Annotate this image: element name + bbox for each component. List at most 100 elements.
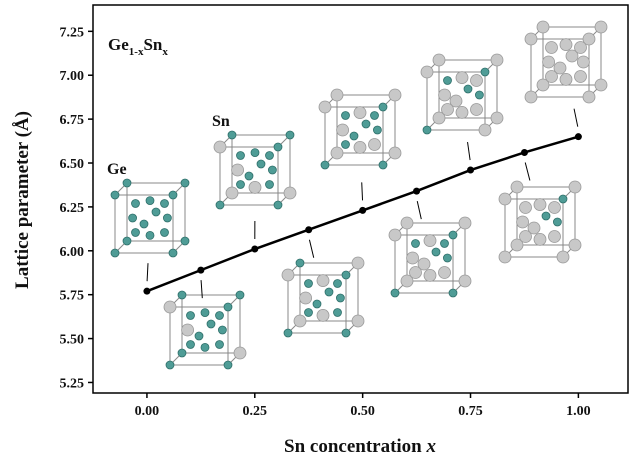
atom: [342, 141, 350, 149]
atom: [537, 21, 549, 33]
atom: [583, 91, 595, 103]
atom: [546, 42, 558, 54]
atom: [479, 124, 491, 136]
connector: [309, 240, 313, 258]
annotation: Sn: [212, 113, 230, 130]
atom: [354, 141, 366, 153]
atom: [379, 161, 387, 169]
atom: [401, 217, 413, 229]
atom: [352, 315, 364, 327]
y-tick-label: 5.50: [60, 333, 85, 348]
atom: [559, 195, 567, 203]
connector: [468, 142, 471, 160]
atom: [389, 89, 401, 101]
y-tick-label: 7.00: [60, 69, 85, 84]
atom: [123, 237, 131, 245]
point: [413, 188, 420, 195]
crystal: [525, 21, 607, 103]
atom: [195, 332, 203, 340]
atom: [337, 124, 349, 136]
atom: [424, 269, 436, 281]
chart-title: Ge1-xSnx: [108, 35, 168, 58]
connector: [362, 182, 363, 200]
atom: [336, 294, 344, 302]
atom: [163, 214, 171, 222]
atom: [499, 193, 511, 205]
atom: [549, 231, 561, 243]
atom: [266, 152, 274, 160]
y-tick-label: 5.25: [60, 376, 85, 391]
atom: [525, 33, 537, 45]
atom: [284, 187, 296, 199]
atom: [111, 249, 119, 257]
atom: [464, 85, 472, 93]
atom: [546, 71, 558, 83]
atom: [182, 324, 194, 336]
atom: [187, 341, 195, 349]
atom: [146, 231, 154, 239]
connector: [417, 201, 421, 219]
crystal: [319, 89, 401, 169]
atom: [491, 54, 503, 66]
atom: [187, 312, 195, 320]
atom: [575, 42, 587, 54]
atom: [577, 56, 589, 68]
atom: [181, 179, 189, 187]
crystal: [111, 179, 189, 257]
atom: [373, 126, 381, 134]
atom: [560, 39, 572, 51]
atom: [296, 259, 304, 267]
atom: [423, 126, 431, 134]
atom: [169, 191, 177, 199]
point: [143, 288, 150, 295]
atom: [251, 149, 259, 157]
atom: [569, 181, 581, 193]
x-tick-label: 0.75: [458, 404, 483, 419]
atom: [161, 229, 169, 237]
atom: [560, 73, 572, 85]
atom: [325, 288, 333, 296]
atom: [282, 269, 294, 281]
atom: [481, 68, 489, 76]
atom: [249, 181, 261, 193]
connector: [147, 263, 148, 281]
line: [147, 137, 578, 291]
atom: [449, 231, 457, 239]
atom: [317, 309, 329, 321]
x-tick-label: 0.00: [135, 404, 160, 419]
atom: [433, 54, 445, 66]
atom: [224, 361, 232, 369]
y-axis-label: Lattice parameter (Å): [12, 111, 33, 289]
title-part: x: [162, 46, 168, 58]
atom: [305, 309, 313, 317]
x-label-part: x: [426, 436, 437, 457]
atom: [534, 199, 546, 211]
y-tick-label: 6.75: [60, 113, 85, 128]
atom: [459, 217, 471, 229]
atom: [456, 72, 468, 84]
atom: [214, 141, 226, 153]
atom: [284, 329, 292, 337]
atom: [342, 112, 350, 120]
atom: [517, 216, 529, 228]
atom: [475, 91, 483, 99]
atom: [407, 252, 419, 264]
atom: [224, 303, 232, 311]
atom: [268, 166, 276, 174]
title-part: 1-x: [129, 46, 144, 58]
atom: [216, 341, 224, 349]
atom: [442, 104, 454, 116]
atom: [439, 267, 451, 279]
atom: [132, 229, 140, 237]
atom: [237, 152, 245, 160]
connector: [574, 109, 578, 127]
atom: [569, 239, 581, 251]
atom: [534, 233, 546, 245]
atom: [181, 237, 189, 245]
title-part: Sn: [143, 35, 162, 54]
annotation: Ge: [107, 161, 127, 178]
atom: [201, 309, 209, 317]
atom: [391, 289, 399, 297]
point: [305, 226, 312, 233]
atom: [228, 131, 236, 139]
